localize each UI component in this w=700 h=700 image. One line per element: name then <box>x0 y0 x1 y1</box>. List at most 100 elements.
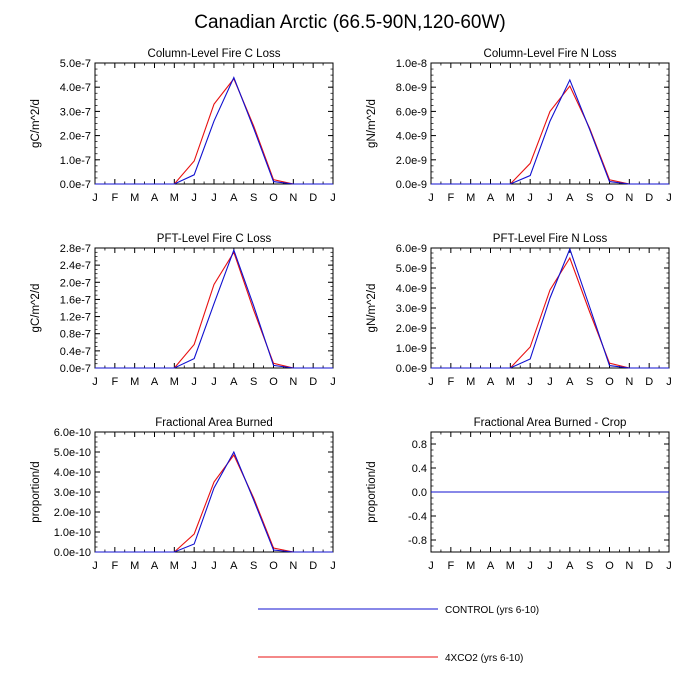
x-tick-label: M <box>466 192 475 204</box>
series-line-control <box>431 78 669 185</box>
x-tick-label: M <box>170 560 179 572</box>
y-tick-label: 0.0e-10 <box>54 547 91 559</box>
y-tick-label: 1.0e-10 <box>54 527 91 539</box>
x-tick-label: J <box>211 560 217 572</box>
x-tick-label: D <box>645 192 653 204</box>
y-tick-label: 4.0e-9 <box>396 283 427 295</box>
x-tick-label: N <box>625 192 633 204</box>
y-tick-label: 2.0e-7 <box>60 131 91 143</box>
x-tick-label: M <box>170 192 179 204</box>
x-tick-label: A <box>230 376 238 388</box>
x-tick-label: N <box>289 376 297 388</box>
y-tick-label: 3.0e-9 <box>396 303 427 315</box>
x-tick-label: F <box>447 376 454 388</box>
y-tick-label: 3.0e-7 <box>60 106 91 118</box>
y-tick-label: 1.6e-7 <box>60 294 91 306</box>
plot-frame <box>430 247 670 369</box>
y-tick-label: 2.8e-7 <box>60 243 91 255</box>
x-tick-label: J <box>428 560 434 572</box>
series-line-control <box>95 76 333 185</box>
x-tick-label: O <box>605 560 614 572</box>
x-tick-label: A <box>566 376 574 388</box>
x-tick-label: J <box>330 376 336 388</box>
y-tick-label: 0.0e-9 <box>396 363 427 375</box>
x-tick-label: J <box>330 192 336 204</box>
y-tick-label: 1.0e-8 <box>396 58 427 70</box>
x-tick-label: A <box>566 192 574 204</box>
y-tick-label: 1.2e-7 <box>60 312 91 324</box>
x-tick-label: O <box>269 192 278 204</box>
y-tick-label: 2.0e-7 <box>60 277 91 289</box>
x-tick-label: M <box>130 376 139 388</box>
series-line-control <box>95 450 333 553</box>
panel-title: Column-Level Fire N Loss <box>484 48 617 60</box>
x-tick-label: N <box>289 560 297 572</box>
panel-title: Column-Level Fire C Loss <box>148 48 281 60</box>
x-tick-label: M <box>466 560 475 572</box>
x-tick-label: M <box>170 376 179 388</box>
panel-title: PFT-Level Fire C Loss <box>157 233 272 245</box>
series-line-co2 <box>95 77 333 185</box>
series-line-co2 <box>95 251 333 369</box>
x-tick-label: A <box>151 560 159 572</box>
x-tick-label: N <box>625 376 633 388</box>
x-tick-label: S <box>250 192 257 204</box>
x-tick-label: J <box>330 560 336 572</box>
x-tick-label: J <box>428 192 434 204</box>
x-tick-label: J <box>191 376 197 388</box>
x-tick-label: A <box>151 376 159 388</box>
y-tick-label: 4.0e-7 <box>60 82 91 94</box>
y-tick-label: 6.0e-9 <box>396 243 427 255</box>
x-tick-label: J <box>211 192 217 204</box>
x-tick-label: J <box>527 560 533 572</box>
x-tick-label: J <box>92 560 98 572</box>
y-tick-label: 5.0e-9 <box>396 263 427 275</box>
x-tick-label: O <box>605 192 614 204</box>
y-axis-label: proportion/d <box>30 461 42 522</box>
x-tick-label: A <box>487 560 495 572</box>
x-tick-label: A <box>230 192 238 204</box>
x-tick-label: O <box>605 376 614 388</box>
y-tick-label: 1.0e-9 <box>396 343 427 355</box>
x-tick-label: M <box>466 376 475 388</box>
x-tick-label: O <box>269 560 278 572</box>
y-tick-label: 4.0e-9 <box>396 131 427 143</box>
page-title: Canadian Arctic (66.5-90N,120-60W) <box>194 12 506 33</box>
y-tick-label: 2.0e-9 <box>396 155 427 167</box>
panel-title: PFT-Level Fire N Loss <box>493 233 608 245</box>
plot-frame <box>94 247 334 369</box>
y-tick-label: 6.0e-10 <box>54 427 91 439</box>
y-tick-label: 0.4 <box>412 463 427 475</box>
y-tick-label: 4.0e-10 <box>54 467 91 479</box>
y-tick-label: 2.0e-9 <box>396 323 427 335</box>
x-tick-label: J <box>666 192 672 204</box>
x-tick-label: D <box>645 376 653 388</box>
x-tick-label: F <box>447 560 454 572</box>
y-tick-label: 2.4e-7 <box>60 260 91 272</box>
x-tick-label: S <box>250 560 257 572</box>
x-tick-label: S <box>586 560 593 572</box>
x-tick-label: J <box>428 376 434 388</box>
x-tick-label: N <box>625 560 633 572</box>
y-tick-label: 2.0e-10 <box>54 507 91 519</box>
x-tick-label: S <box>586 192 593 204</box>
legend-label: CONTROL (yrs 6-10) <box>445 605 539 616</box>
x-tick-label: J <box>211 376 217 388</box>
x-tick-label: J <box>666 560 672 572</box>
x-tick-label: D <box>309 192 317 204</box>
x-tick-label: J <box>547 560 553 572</box>
x-tick-label: M <box>130 192 139 204</box>
y-tick-label: -0.8 <box>408 535 427 547</box>
x-tick-label: O <box>269 376 278 388</box>
x-tick-label: S <box>250 376 257 388</box>
y-tick-label: 3.0e-10 <box>54 487 91 499</box>
x-tick-label: J <box>92 376 98 388</box>
x-tick-label: M <box>506 192 515 204</box>
panel-title: Fractional Area Burned - Crop <box>474 417 627 429</box>
x-tick-label: F <box>111 376 118 388</box>
x-tick-label: A <box>151 192 159 204</box>
